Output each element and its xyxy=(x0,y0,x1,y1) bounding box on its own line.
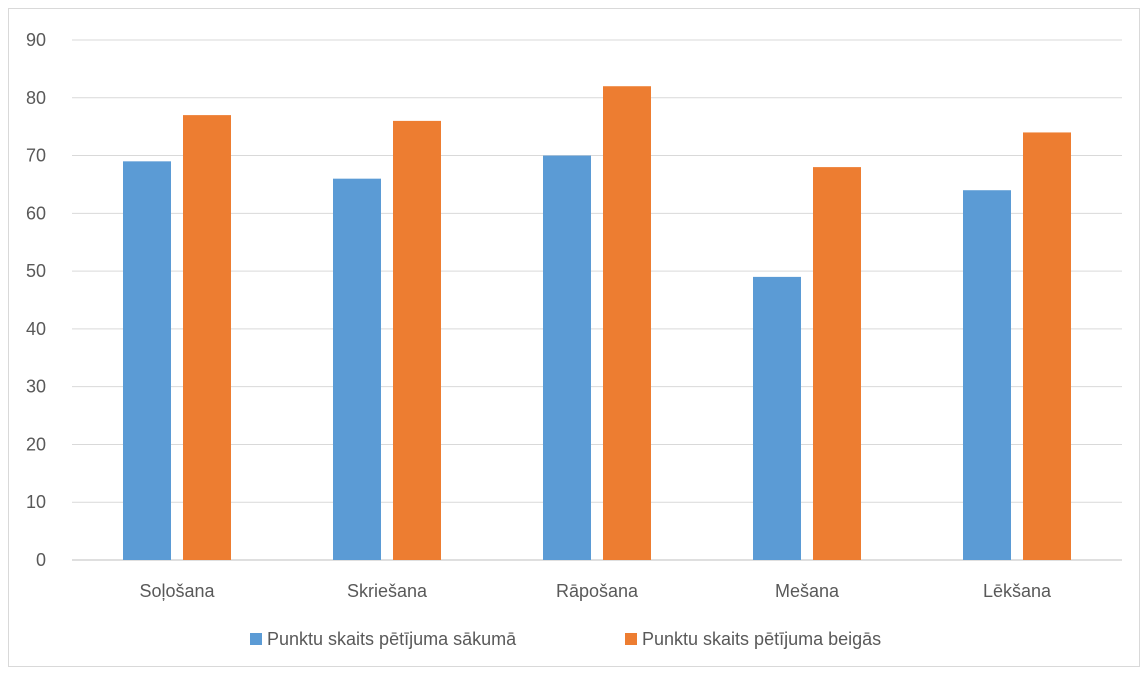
legend-swatch xyxy=(625,633,637,645)
legend-label: Punktu skaits pētījuma sākumā xyxy=(267,629,517,649)
bar-end xyxy=(393,120,441,560)
x-tick-label: Lēkšana xyxy=(983,581,1052,601)
bar-end xyxy=(813,167,861,560)
bar-start xyxy=(123,161,171,561)
y-tick-label: 20 xyxy=(26,434,46,454)
x-tick-label: Skriešana xyxy=(347,581,428,601)
bar-end xyxy=(603,86,651,560)
bar-start xyxy=(963,190,1011,560)
x-tick-label: Mešana xyxy=(775,581,840,601)
bar-start xyxy=(543,155,591,561)
bar-end xyxy=(183,115,231,560)
y-tick-label: 10 xyxy=(26,492,46,512)
bar-start xyxy=(333,178,381,560)
x-tick-label: Rāpošana xyxy=(556,581,639,601)
y-tick-label: 50 xyxy=(26,261,46,281)
bar-start xyxy=(753,276,801,560)
bar-end xyxy=(1023,132,1071,560)
y-tick-label: 90 xyxy=(26,30,46,50)
y-tick-label: 30 xyxy=(26,377,46,397)
y-tick-label: 40 xyxy=(26,319,46,339)
y-tick-label: 70 xyxy=(26,146,46,166)
y-tick-label: 80 xyxy=(26,88,46,108)
y-tick-label: 0 xyxy=(36,550,46,570)
x-tick-label: Soļošana xyxy=(139,581,215,601)
y-tick-label: 60 xyxy=(26,203,46,223)
legend-label: Punktu skaits pētījuma beigās xyxy=(642,629,881,649)
legend-swatch xyxy=(250,633,262,645)
